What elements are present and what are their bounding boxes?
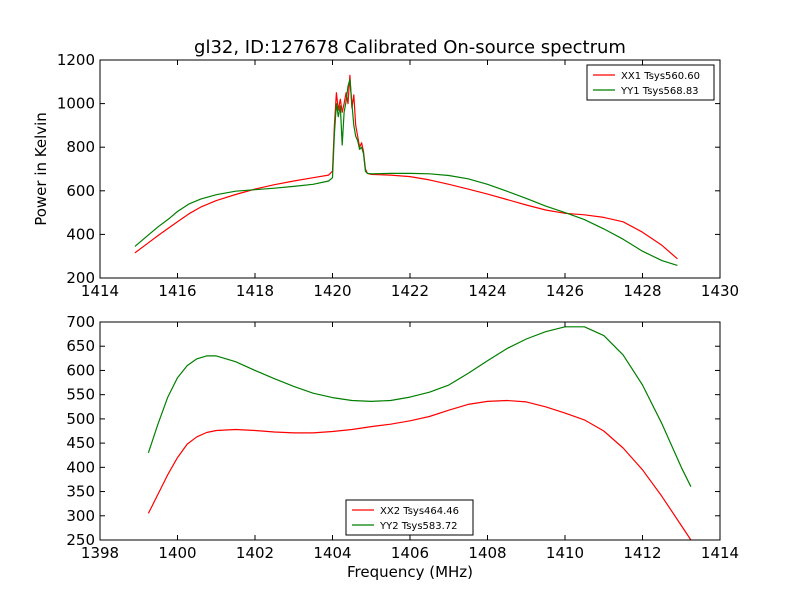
x-tick-label: 1422 [391,282,429,300]
chart-title: gl32, ID:127678 Calibrated On-source spe… [194,37,626,58]
series-line-red [134,74,678,260]
y-axis-label: Power in Kelvin [32,112,50,226]
legend-entry: XX1 Tsys560.60 [621,71,700,82]
series-line-red [147,399,692,541]
x-tick-label: 1400 [158,544,196,562]
x-tick-label: 1416 [158,282,196,300]
x-tick-label: 1426 [546,282,584,300]
x-tick-label: 1412 [623,544,661,562]
x-tick-label: 1408 [468,544,506,562]
legend-box [586,64,715,101]
x-tick-label: 1420 [313,282,351,300]
y-tick-label: 600 [66,361,95,379]
x-tick-label: 1398 [81,544,119,562]
x-tick-label: 1418 [236,282,274,300]
x-axis-label: Frequency (MHz) [347,563,473,581]
x-tick-label: 1424 [468,282,506,300]
y-tick-label: 450 [66,434,95,452]
y-tick-label: 200 [66,269,95,287]
y-tick-label: 250 [66,531,95,549]
legend: XX1 Tsys560.60 YY1 Tsys568.83 [586,64,715,101]
series-line-green [147,326,692,487]
y-tick-label: 300 [66,507,95,525]
y-tick-label: 400 [66,225,95,243]
y-tick-label: 1000 [57,95,95,113]
y-tick-label: 1200 [57,51,95,69]
x-tick-label: 1410 [546,544,584,562]
y-tick-label: 550 [66,386,95,404]
x-tick-label: 1414 [81,282,119,300]
legend: XX2 Tsys464.46 YY2 Tsys583.72 [345,499,474,536]
x-tick-label: 1428 [623,282,661,300]
legend-box [345,499,474,536]
series-line-green [134,79,678,266]
y-tick-label: 700 [66,313,95,331]
x-tick-label: 1430 [701,282,739,300]
y-tick-label: 350 [66,483,95,501]
y-tick-label: 500 [66,410,95,428]
bottom-panel: 1398 1400 1402 1404 1406 1408 1410 1412 1414 250 3… [66,313,739,581]
y-tick-label: 400 [66,458,95,476]
x-tick-label: 1414 [701,544,739,562]
top-panel: 1414 1416 1418 1420 1422 1424 1426 1428 1430 200 4… [32,51,739,300]
y-tick-label: 600 [66,182,95,200]
x-tick-label: 1402 [236,544,274,562]
legend-entry: XX2 Tsys464.46 [380,506,459,517]
y-tick-label: 800 [66,138,95,156]
x-tick-label: 1404 [313,544,351,562]
x-tick-label: 1406 [391,544,429,562]
y-tick-label: 650 [66,337,95,355]
legend-entry: YY1 Tsys568.83 [620,86,699,97]
legend-entry: YY2 Tsys583.72 [379,521,458,532]
